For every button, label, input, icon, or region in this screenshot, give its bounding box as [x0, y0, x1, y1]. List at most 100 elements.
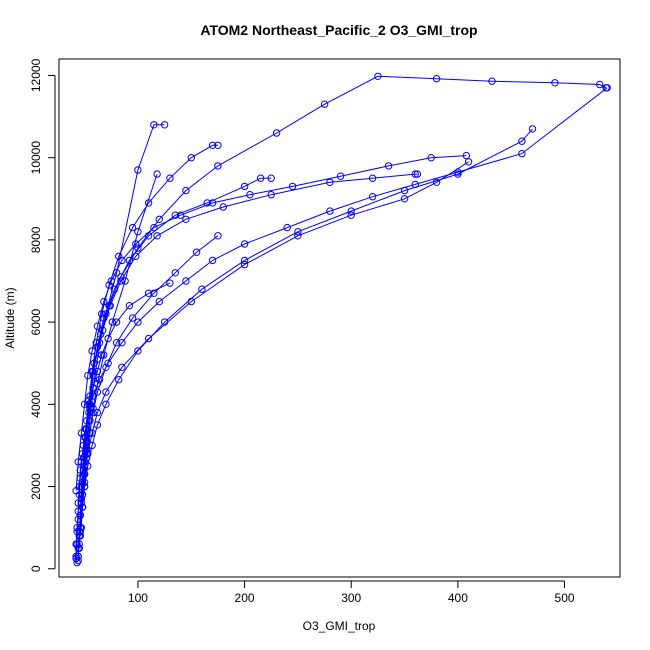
- series-line: [80, 75, 607, 528]
- data-point: [89, 371, 97, 380]
- data-point: [93, 408, 102, 417]
- data-point: [153, 232, 161, 240]
- data-point: [132, 240, 140, 248]
- data-point: [74, 552, 82, 561]
- y-tick-label: 8000: [29, 226, 43, 253]
- series-line: [78, 128, 533, 549]
- data-point: [427, 154, 435, 162]
- data-point: [602, 84, 610, 92]
- series-line: [79, 144, 218, 536]
- series-line: [82, 177, 272, 508]
- data-point: [272, 129, 281, 137]
- data-point: [134, 347, 142, 355]
- data-point: [336, 172, 345, 180]
- x-tick-label: 100: [128, 591, 148, 605]
- data-point: [88, 347, 96, 355]
- data-point: [76, 511, 85, 519]
- data-point: [171, 211, 180, 219]
- data-point: [115, 376, 123, 384]
- data-point: [102, 388, 110, 396]
- series-line: [75, 87, 608, 559]
- data-point: [454, 170, 462, 178]
- x-axis-label: O3_GMI_trop: [303, 619, 376, 633]
- data-point: [93, 421, 102, 429]
- data-point: [176, 211, 185, 219]
- data-point: [83, 425, 91, 433]
- data-point: [100, 314, 108, 322]
- data-point: [166, 279, 174, 287]
- data-point: [551, 79, 559, 87]
- data-point: [256, 174, 265, 182]
- series-layer: [72, 72, 611, 567]
- data-point: [432, 178, 441, 187]
- data-point: [400, 186, 409, 195]
- data-point: [214, 141, 222, 150]
- series-line: [84, 173, 418, 487]
- x-tick-label: 500: [555, 591, 575, 605]
- data-point: [99, 326, 107, 334]
- data-point: [118, 256, 126, 265]
- y-tick-label: 0: [29, 565, 43, 572]
- data-point: [77, 499, 86, 507]
- data-point: [83, 450, 91, 458]
- data-point: [128, 314, 137, 322]
- data-point: [347, 211, 355, 219]
- data-point: [320, 100, 329, 108]
- data-point: [106, 302, 114, 310]
- data-point: [246, 191, 254, 199]
- data-point: [72, 487, 80, 495]
- data-point: [432, 75, 441, 83]
- x-axis: 100 200 300 400 500: [128, 580, 575, 605]
- data-point: [160, 121, 169, 129]
- data-point: [86, 417, 94, 425]
- data-point: [88, 441, 96, 450]
- data-point: [84, 371, 92, 380]
- data-point: [208, 256, 217, 265]
- data-point: [267, 174, 275, 182]
- data-point: [326, 178, 334, 187]
- data-point: [150, 289, 158, 297]
- data-point: [118, 363, 126, 371]
- data-point: [518, 137, 526, 145]
- data-point: [208, 199, 217, 207]
- data-point: [107, 277, 116, 285]
- data-point: [75, 540, 84, 548]
- data-point: [83, 437, 91, 445]
- data-point: [76, 532, 85, 540]
- data-point: [134, 318, 142, 326]
- data-point: [166, 174, 174, 182]
- data-point: [86, 392, 94, 400]
- y-tick-label: 6000: [29, 308, 43, 335]
- data-point: [108, 318, 117, 326]
- y-tick-label: 4000: [29, 391, 43, 418]
- data-point: [100, 351, 108, 359]
- plot-frame: [58, 58, 621, 578]
- data-point: [150, 223, 158, 232]
- data-point: [74, 458, 82, 466]
- data-point: [203, 199, 211, 207]
- data-point: [160, 318, 169, 326]
- data-point: [182, 277, 190, 285]
- data-point: [93, 322, 102, 330]
- chart-title: ATOM2 Northeast_Pacific_2 O3_GMI_trop: [200, 22, 477, 38]
- y-axis-label: Altitude (m): [3, 287, 17, 348]
- data-point: [86, 404, 94, 413]
- data-point: [150, 121, 158, 129]
- data-point: [368, 174, 377, 182]
- data-point: [117, 277, 125, 285]
- data-point: [214, 162, 222, 170]
- data-point: [134, 244, 142, 252]
- data-point: [121, 277, 129, 285]
- x-tick-label: 200: [235, 591, 255, 605]
- data-point: [89, 384, 97, 392]
- data-point: [78, 491, 87, 499]
- data-point: [214, 232, 222, 240]
- data-point: [102, 400, 110, 408]
- data-point: [100, 297, 108, 306]
- data-point: [240, 182, 249, 191]
- data-point: [118, 339, 126, 347]
- data-point: [112, 318, 121, 326]
- data-point: [368, 193, 377, 201]
- data-point: [219, 203, 227, 211]
- data-point: [326, 207, 334, 215]
